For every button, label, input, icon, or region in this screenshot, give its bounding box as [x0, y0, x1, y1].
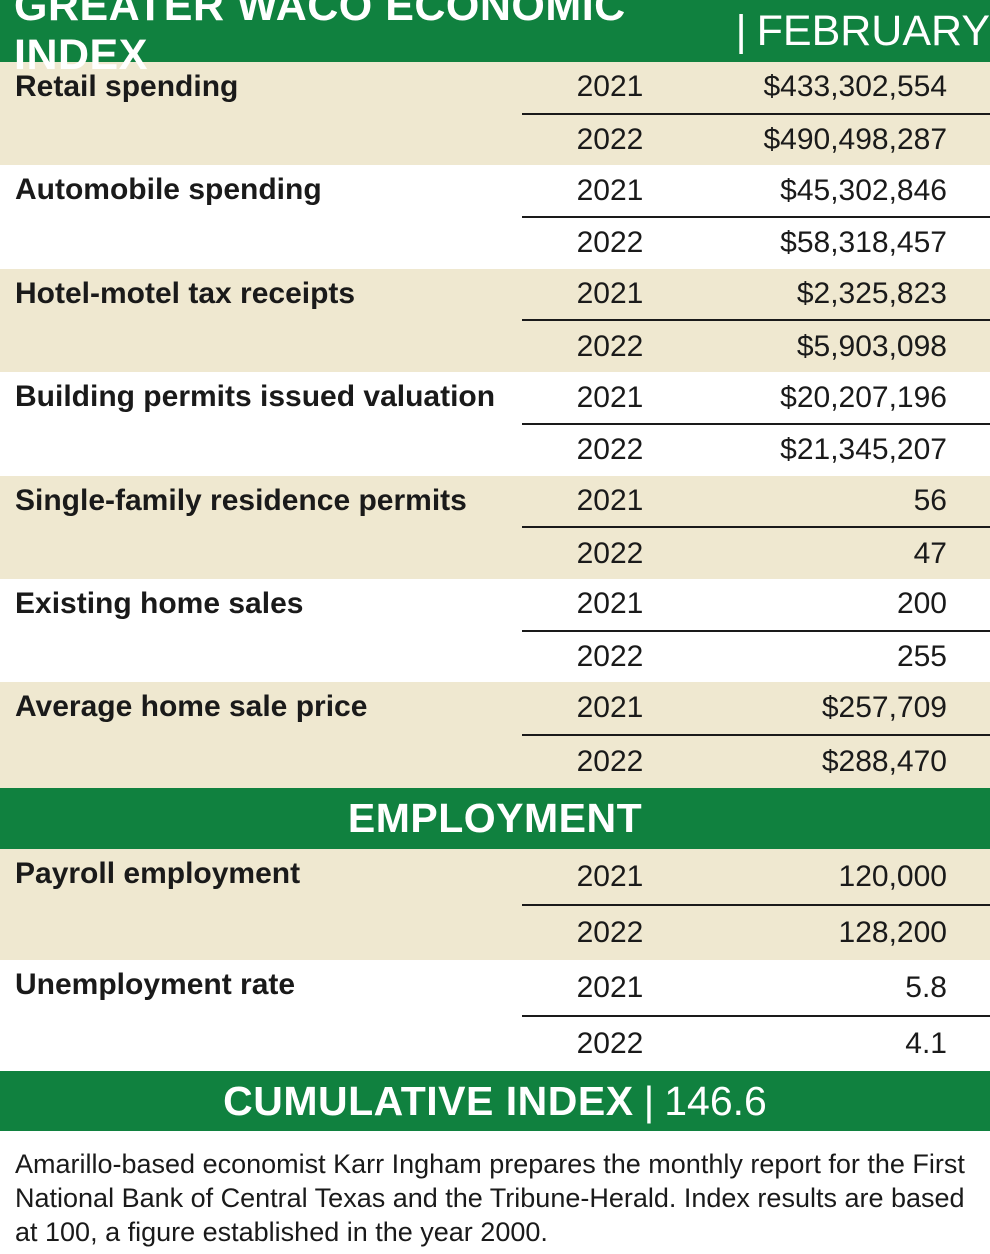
- table-row: 2021 56: [522, 476, 990, 529]
- table-row: 2021 5.8: [522, 960, 990, 1017]
- value-cell: $5,903,098: [796, 329, 947, 363]
- employment-section: Payroll employment 2021 120,000 2022 128…: [0, 849, 990, 1072]
- year-cell: 2022: [576, 745, 644, 779]
- year-cell: 2021: [576, 691, 644, 725]
- table-row: 2021 $20,207,196: [522, 372, 990, 425]
- indicator-unemployment-rate: Unemployment rate 2021 5.8 2022 4.1: [0, 960, 990, 1072]
- year-cell: 2021: [576, 859, 644, 893]
- table-row: 2021 $257,709: [522, 682, 990, 737]
- economic-indicators-section: Retail spending 2021 $433,302,554 2022 $…: [0, 62, 990, 789]
- table-row: 2022 $288,470: [522, 736, 990, 788]
- value-cell: $2,325,823: [796, 277, 947, 311]
- table-row: 2022 4.1: [522, 1017, 990, 1072]
- indicator-label: Automobile spending: [15, 173, 322, 207]
- title-banner: GREATER WACO ECONOMIC INDEX | FEBRUARY: [0, 0, 990, 79]
- employment-banner: EMPLOYMENT: [0, 788, 990, 850]
- value-cell: 5.8: [905, 970, 947, 1004]
- indicator-label: Average home sale price: [15, 690, 368, 724]
- year-cell: 2022: [576, 916, 644, 950]
- table-row: 2022 47: [522, 528, 990, 579]
- year-cell: 2021: [576, 70, 644, 104]
- year-cell: 2021: [576, 380, 644, 414]
- cumulative-index-banner: CUMULATIVE INDEX | 146.6: [0, 1071, 990, 1132]
- value-cell: $288,470: [821, 745, 947, 779]
- table-row: 2022 $58,318,457: [522, 218, 990, 269]
- indicator-label: Payroll employment: [15, 857, 301, 891]
- value-cell: $58,318,457: [780, 226, 947, 260]
- table-row: 2022 255: [522, 632, 990, 683]
- table-row: 2021 $2,325,823: [522, 269, 990, 322]
- indicator-label: Existing home sales: [15, 586, 304, 620]
- indicator-label: Unemployment rate: [15, 968, 296, 1002]
- year-cell: 2022: [576, 536, 644, 570]
- indicator-building-permits: Building permits issued valuation 2021 $…: [0, 372, 990, 476]
- year-cell: 2021: [576, 587, 644, 621]
- indicator-label: Building permits issued valuation: [15, 380, 496, 414]
- title-separator: |: [735, 6, 747, 55]
- employment-heading: EMPLOYMENT: [347, 795, 643, 842]
- value-cell: 200: [896, 587, 947, 621]
- page-title: GREATER WACO ECONOMIC INDEX: [14, 0, 626, 79]
- table-row: 2022 $490,498,287: [522, 115, 990, 166]
- value-cell: 255: [896, 640, 947, 673]
- indicator-label: Hotel-motel tax receipts: [15, 276, 356, 310]
- indicator-single-family-permits: Single-family residence permits 2021 56 …: [0, 475, 990, 579]
- year-cell: 2022: [576, 123, 644, 157]
- value-cell: 4.1: [905, 1027, 947, 1061]
- year-cell: 2021: [576, 483, 644, 517]
- value-cell: 128,200: [838, 916, 947, 950]
- value-cell: 56: [913, 483, 947, 517]
- indicator-payroll-employment: Payroll employment 2021 120,000 2022 128…: [0, 849, 990, 961]
- table-row: 2022 $21,345,207: [522, 425, 990, 476]
- indicator-label: Single-family residence permits: [15, 483, 467, 517]
- indicator-label: Retail spending: [15, 70, 239, 103]
- year-cell: 2022: [576, 1027, 644, 1061]
- indicator-existing-home-sales: Existing home sales 2021 200 2022 255: [0, 578, 990, 683]
- value-cell: $257,709: [821, 691, 947, 725]
- indicator-automobile-spending: Automobile spending 2021 $45,302,846 202…: [0, 165, 990, 269]
- indicator-hotel-motel-tax: Hotel-motel tax receipts 2021 $2,325,823…: [0, 268, 990, 373]
- table-row: 2021 120,000: [522, 849, 990, 906]
- table-row: 2021 $433,302,554: [522, 62, 990, 115]
- value-cell: $433,302,554: [763, 70, 947, 104]
- year-cell: 2021: [576, 970, 644, 1004]
- value-cell: $21,345,207: [780, 433, 947, 467]
- value-cell: 120,000: [838, 859, 947, 893]
- year-cell: 2022: [576, 640, 644, 673]
- year-cell: 2021: [576, 173, 644, 207]
- value-cell: $490,498,287: [763, 123, 947, 157]
- cumulative-index-label: CUMULATIVE INDEX: [223, 1077, 634, 1124]
- table-row: 2021 $45,302,846: [522, 165, 990, 219]
- footnote: Amarillo-based economist Karr Ingham pre…: [15, 1149, 965, 1248]
- indicator-retail-spending: Retail spending 2021 $433,302,554 2022 $…: [0, 62, 990, 166]
- value-cell: 47: [913, 536, 947, 570]
- value-cell: $20,207,196: [780, 380, 947, 414]
- table-row: 2021 200: [522, 579, 990, 632]
- year-cell: 2022: [576, 329, 644, 363]
- cumulative-index-value: 146.6: [664, 1077, 767, 1124]
- table-row: 2022 $5,903,098: [522, 321, 990, 372]
- year-cell: 2022: [576, 226, 644, 260]
- month-label: FEBRUARY: [756, 6, 990, 55]
- table-row: 2022 128,200: [522, 906, 990, 961]
- cumulative-separator: |: [643, 1077, 655, 1124]
- year-cell: 2021: [576, 277, 644, 311]
- year-cell: 2022: [576, 433, 644, 467]
- value-cell: $45,302,846: [780, 173, 947, 207]
- indicator-average-home-price: Average home sale price 2021 $257,709 20…: [0, 682, 990, 789]
